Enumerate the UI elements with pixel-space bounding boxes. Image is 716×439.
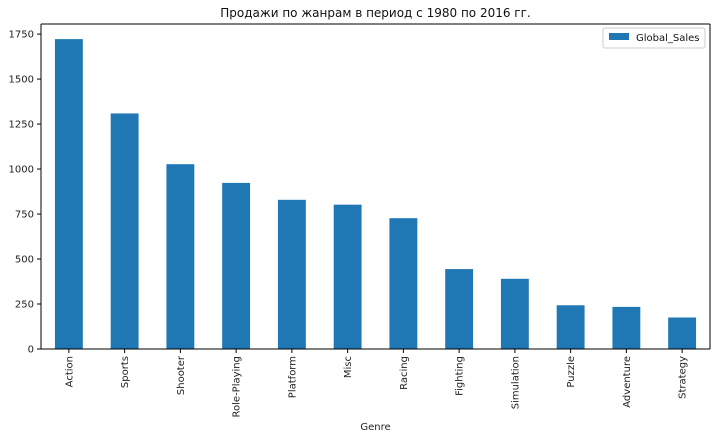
- bar-strategy: [668, 317, 697, 349]
- bar-sports: [110, 113, 139, 349]
- x-tick-label-racing: Racing: [399, 356, 410, 390]
- y-tick-label-1000: 1000: [9, 165, 34, 176]
- y-tick-label-250: 250: [15, 300, 34, 311]
- x-tick-label-simulation: Simulation: [510, 356, 521, 409]
- bar-role-playing: [222, 182, 251, 349]
- legend: Global_Sales: [602, 27, 706, 49]
- y-tick-label-1250: 1250: [9, 120, 34, 131]
- x-tick-label-shooter: Shooter: [176, 355, 187, 395]
- bar-simulation: [500, 278, 529, 349]
- axis-layer: 0 250 500 750 1000 1250 1500 1750 Action Sports Sh…: [9, 23, 711, 417]
- y-tick-label-500: 500: [15, 255, 34, 266]
- bar-racing: [389, 218, 418, 349]
- x-tick-label-strategy: Strategy: [678, 356, 689, 399]
- plot-layer: [54, 39, 697, 350]
- bar-shooter: [166, 164, 195, 349]
- y-tick-label-0: 0: [28, 345, 34, 356]
- x-tick-label-misc: Misc: [343, 356, 354, 378]
- bar-fighting: [445, 269, 474, 349]
- bar-platform: [277, 199, 306, 349]
- x-tick-label-fighting: Fighting: [455, 356, 466, 396]
- x-tick-label-adventure: Adventure: [622, 356, 633, 408]
- y-tick-label-1750: 1750: [9, 30, 34, 41]
- legend-swatch: [609, 33, 629, 40]
- x-tick-label-action: Action: [64, 356, 75, 387]
- bar-adventure: [612, 306, 641, 349]
- x-axis-label: Genre: [360, 422, 390, 433]
- x-tick-label-platform: Platform: [287, 356, 298, 398]
- x-tick-label-sports: Sports: [120, 356, 131, 388]
- legend-label: Global_Sales: [636, 33, 700, 44]
- bar-action: [54, 39, 83, 350]
- y-tick-label-750: 750: [15, 210, 34, 221]
- chart-title: Продажи по жанрам в период с 1980 по 201…: [220, 6, 530, 20]
- bar-puzzle: [556, 305, 585, 349]
- bar-misc: [333, 204, 362, 349]
- x-tick-label-role-playing: Role-Playing: [232, 356, 243, 417]
- y-tick-label-1500: 1500: [9, 75, 34, 86]
- x-tick-label-puzzle: Puzzle: [566, 356, 577, 388]
